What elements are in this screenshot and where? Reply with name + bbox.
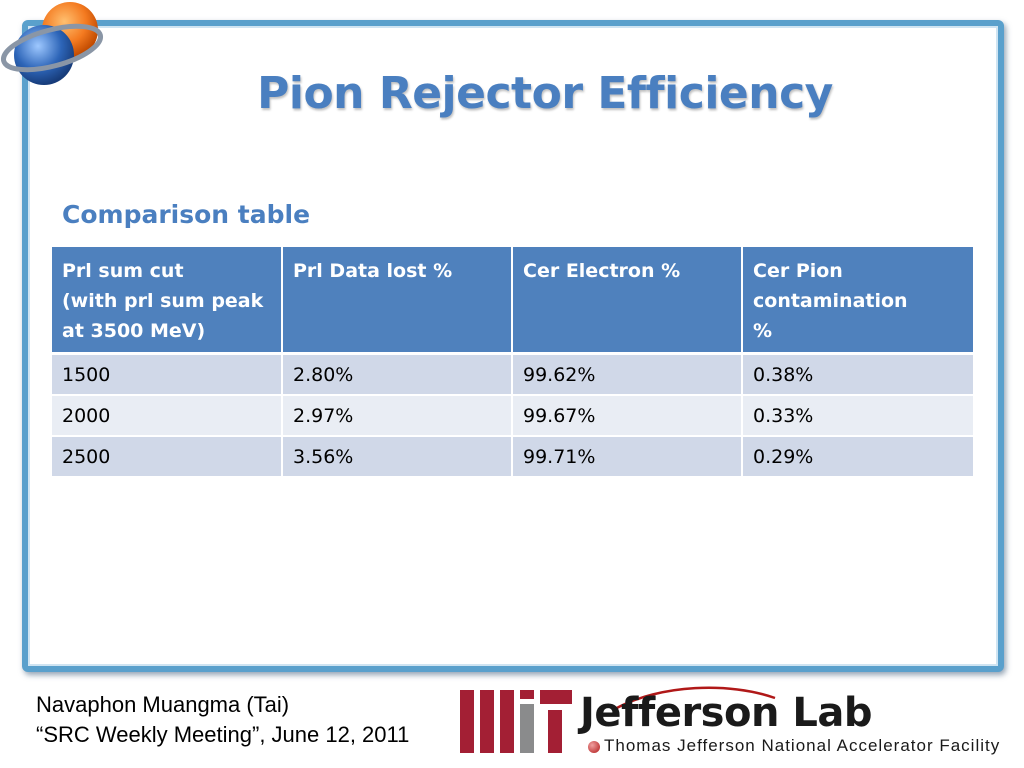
header-prl-data-lost: Prl Data lost % bbox=[282, 247, 513, 355]
header-text: (with prl sum peak bbox=[62, 290, 264, 312]
mit-logo-icon bbox=[460, 690, 572, 753]
slide-title: Pion Rejector Efficiency bbox=[257, 68, 833, 119]
footer-author: Navaphon Muangma (Tai) bbox=[36, 692, 290, 717]
cell-prl-data-lost: 3.56% bbox=[282, 436, 513, 478]
jlab-subtitle: Thomas Jefferson National Accelerator Fa… bbox=[604, 736, 1001, 755]
header-text: at 3500 MeV) bbox=[62, 320, 206, 342]
cell-prl-sum-cut: 1500 bbox=[52, 353, 283, 396]
table-row: 2000 2.97% 99.67% 0.33% bbox=[52, 395, 973, 437]
jlab-wordmark: Jefferson Lab bbox=[580, 690, 872, 736]
table-header-row: Prl sum cut (with prl sum peak at 3500 M… bbox=[52, 247, 973, 355]
table-row: 2500 3.56% 99.71% 0.29% bbox=[52, 436, 973, 478]
cell-cer-pion-contamination: 0.38% bbox=[742, 353, 973, 396]
header-cer-pion-contamination: Cer Pion contamination % bbox=[742, 247, 973, 355]
cell-prl-sum-cut: 2000 bbox=[52, 395, 283, 437]
header-text: Prl sum cut bbox=[62, 260, 184, 282]
cell-cer-electron: 99.71% bbox=[512, 436, 743, 478]
cell-cer-pion-contamination: 0.33% bbox=[742, 395, 973, 437]
footer-author-block: Navaphon Muangma (Tai) “SRC Weekly Meeti… bbox=[36, 690, 436, 768]
cell-cer-electron: 99.62% bbox=[512, 353, 743, 396]
cell-prl-data-lost: 2.80% bbox=[282, 353, 513, 396]
header-prl-sum-cut: Prl sum cut (with prl sum peak at 3500 M… bbox=[52, 247, 283, 355]
cell-cer-pion-contamination: 0.29% bbox=[742, 436, 973, 478]
header-text: contamination bbox=[753, 290, 908, 312]
jlab-swoosh-icon bbox=[614, 686, 776, 711]
section-subtitle: Comparison table bbox=[62, 200, 311, 229]
header-text: Cer Electron % bbox=[523, 260, 681, 282]
header-text: % bbox=[753, 320, 773, 342]
cell-prl-data-lost: 2.97% bbox=[282, 395, 513, 437]
header-text: Cer Pion bbox=[753, 260, 843, 282]
header-text: Prl Data lost % bbox=[293, 260, 453, 282]
cell-cer-electron: 99.67% bbox=[512, 395, 743, 437]
header-cer-electron: Cer Electron % bbox=[512, 247, 743, 355]
jlab-dot-icon bbox=[588, 741, 600, 753]
cell-prl-sum-cut: 2500 bbox=[52, 436, 283, 478]
table-row: 1500 2.80% 99.62% 0.38% bbox=[52, 353, 973, 396]
globe-logo-icon bbox=[0, 2, 104, 85]
comparison-table: Prl sum cut (with prl sum peak at 3500 M… bbox=[52, 247, 973, 478]
footer-event: “SRC Weekly Meeting”, June 12, 2011 bbox=[36, 722, 410, 747]
jefferson-lab-logo: Jefferson Lab Thomas Jefferson National … bbox=[580, 684, 1020, 764]
